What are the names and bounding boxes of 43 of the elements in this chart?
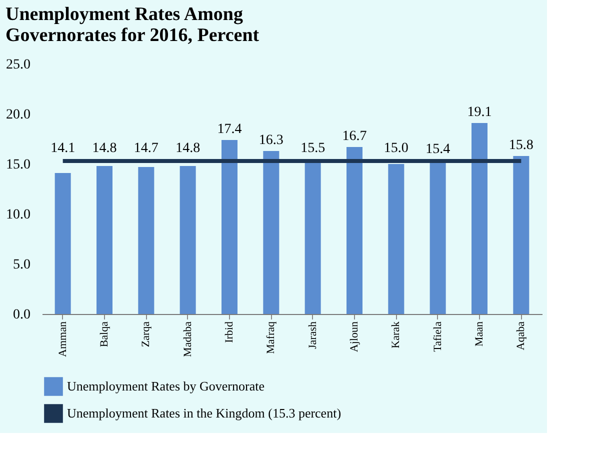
bar bbox=[180, 166, 196, 314]
x-tick-label: Irbid bbox=[224, 321, 236, 343]
x-tick-label: Karak bbox=[390, 321, 402, 348]
bar bbox=[346, 147, 362, 314]
y-tick-label: 5.0 bbox=[13, 258, 30, 272]
legend-label: Unemployment Rates in the Kingdom (15.3 percent) bbox=[67, 406, 342, 420]
bar bbox=[54, 173, 71, 314]
legend-label: Unemployment Rates by Governorate bbox=[67, 378, 265, 394]
x-tick-label: Maan bbox=[474, 321, 486, 347]
y-tick-label: 0.0 bbox=[13, 308, 30, 322]
data-label: 14.8 bbox=[92, 141, 117, 156]
bar bbox=[263, 151, 280, 314]
data-label: 16.7 bbox=[342, 129, 367, 144]
bar bbox=[138, 167, 154, 314]
x-tick-label: Tafiela bbox=[432, 321, 444, 352]
y-tick-label: 10.0 bbox=[6, 208, 30, 222]
data-label: 14.7 bbox=[134, 141, 158, 156]
bar bbox=[388, 164, 404, 314]
y-tick-label: 25.0 bbox=[6, 58, 30, 72]
data-label: 15.5 bbox=[300, 141, 326, 156]
bar bbox=[513, 156, 530, 314]
x-tick-label: Madaba bbox=[182, 321, 194, 357]
bar bbox=[222, 140, 238, 314]
data-label: 15.8 bbox=[508, 138, 534, 153]
data-label: 15.0 bbox=[384, 141, 408, 156]
chart-title: Unemployment Rates Among Governorates for 2016, Percent bbox=[6, 4, 260, 46]
x-tick-label: Amman bbox=[56, 321, 69, 357]
bar bbox=[96, 166, 112, 314]
data-label: 16.3 bbox=[258, 133, 284, 148]
x-tick-label: Balqa bbox=[98, 321, 110, 348]
x-tick-label: Jarash bbox=[306, 321, 319, 349]
bar bbox=[472, 123, 488, 314]
x-tick-label: Aqaba bbox=[515, 321, 528, 350]
data-label: 14.8 bbox=[176, 141, 200, 156]
y-tick-label: 20.0 bbox=[6, 108, 30, 122]
x-tick-label: Zarqa bbox=[140, 321, 152, 348]
data-label: 14.1 bbox=[50, 141, 76, 156]
x-tick-label: Mafraq bbox=[265, 321, 278, 354]
data-label: 19.1 bbox=[467, 105, 492, 120]
data-label: 17.4 bbox=[217, 122, 242, 137]
y-tick-label: 15.0 bbox=[6, 158, 30, 172]
data-label: 15.4 bbox=[426, 142, 450, 157]
x-tick-label: Ajloun bbox=[348, 321, 360, 352]
